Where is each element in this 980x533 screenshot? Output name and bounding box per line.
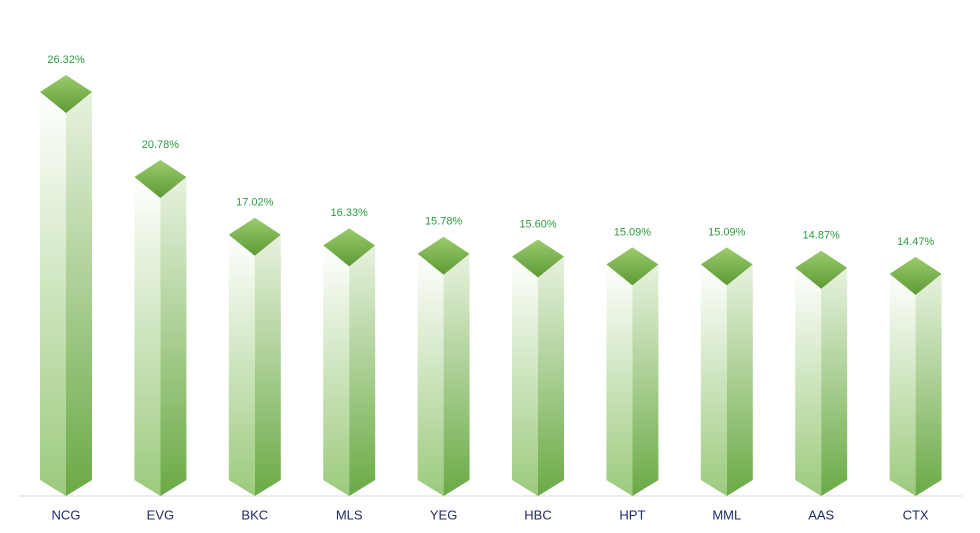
bar-front — [889, 273, 916, 496]
bar-top — [417, 236, 470, 275]
bar — [228, 217, 281, 496]
x-tick-label: BKC — [241, 507, 268, 522]
bar — [40, 75, 92, 496]
x-tick-label: HPT — [619, 507, 645, 522]
value-label: 16.33% — [331, 207, 369, 219]
bar-front — [323, 245, 350, 496]
x-tick-label: MML — [712, 507, 741, 522]
bar-front — [512, 256, 538, 496]
bar-top — [700, 247, 753, 286]
bar-top — [323, 228, 376, 267]
value-label: 17.02% — [236, 197, 274, 209]
bar-front — [700, 264, 727, 496]
value-label: 15.09% — [708, 226, 746, 238]
bar-top — [40, 75, 92, 113]
value-label: 15.78% — [425, 216, 463, 228]
bar-side — [632, 264, 659, 496]
bar-top — [512, 239, 564, 278]
x-tick-label: AAS — [808, 507, 834, 522]
bar-side — [349, 245, 376, 496]
bar-top — [889, 256, 942, 295]
bar-front — [40, 92, 66, 496]
bar-side — [160, 177, 187, 496]
bar-front — [606, 264, 633, 496]
value-label: 14.47% — [897, 236, 935, 248]
value-label: 20.78% — [142, 139, 180, 151]
bar-side — [915, 273, 942, 496]
value-label: 26.32% — [47, 54, 85, 66]
bar-side — [726, 264, 753, 496]
bar-top — [228, 217, 281, 256]
value-label: 15.60% — [519, 218, 557, 230]
x-tick-label: YEG — [430, 507, 457, 522]
bar — [323, 228, 376, 496]
bar-top — [134, 160, 187, 199]
x-tick-label: HBC — [524, 507, 551, 522]
bar-front — [795, 267, 822, 496]
bar — [512, 239, 564, 496]
bar — [700, 247, 753, 496]
x-tick-label: EVG — [147, 507, 174, 522]
bar — [889, 256, 942, 496]
bar-top — [606, 247, 659, 286]
bar-side — [66, 92, 92, 496]
bar-side — [443, 253, 470, 496]
value-label: 14.87% — [803, 230, 841, 242]
x-tick-label: MLS — [336, 507, 363, 522]
bar-front — [228, 234, 255, 496]
bar-side — [821, 267, 848, 496]
x-tick-label: CTX — [903, 507, 929, 522]
bar-top — [795, 250, 848, 289]
bar — [134, 160, 187, 496]
value-label: 15.09% — [614, 226, 652, 238]
bar — [417, 236, 470, 496]
bar — [606, 247, 659, 496]
bar-side — [254, 234, 281, 496]
x-tick-label: NCG — [52, 507, 81, 522]
bar-side — [538, 256, 564, 496]
bar-front — [134, 177, 161, 496]
bar-front — [417, 253, 444, 496]
bar — [795, 250, 848, 496]
